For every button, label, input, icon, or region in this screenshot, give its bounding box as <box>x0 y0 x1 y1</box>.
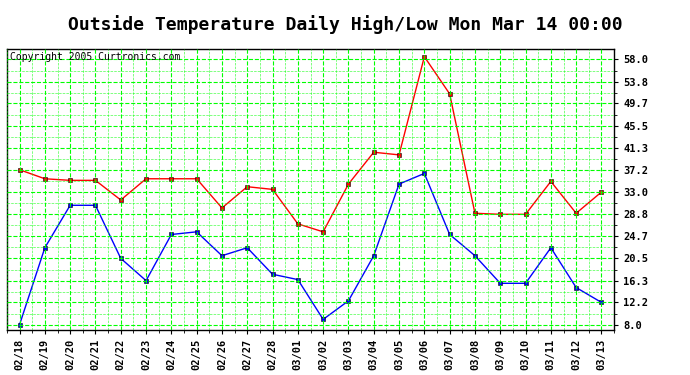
Text: Outside Temperature Daily High/Low Mon Mar 14 00:00: Outside Temperature Daily High/Low Mon M… <box>68 15 622 34</box>
Text: Copyright 2005 Curtronics.com: Copyright 2005 Curtronics.com <box>10 52 180 62</box>
